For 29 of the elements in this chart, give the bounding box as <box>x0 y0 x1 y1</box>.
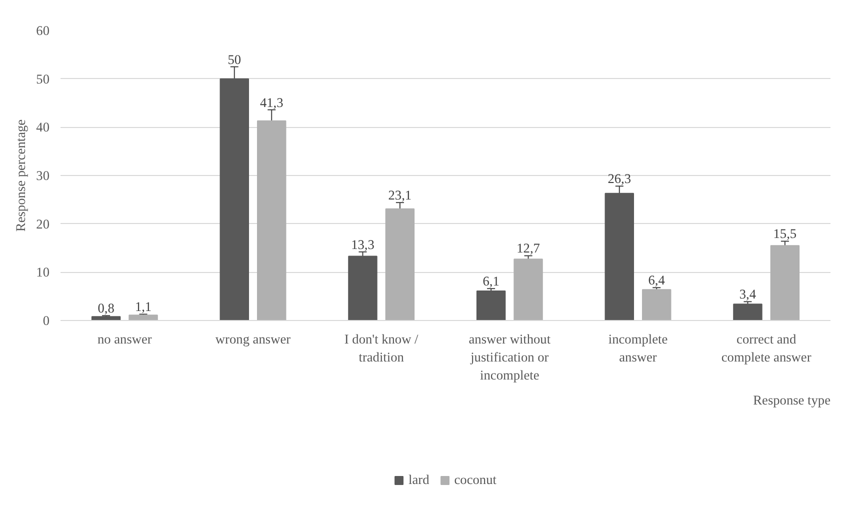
y-axis-title: Response percentage <box>13 119 28 232</box>
data-label: 41,3 <box>260 94 284 110</box>
data-label: 50 <box>228 52 242 67</box>
y-tick-label: 10 <box>36 264 50 280</box>
data-label: 6,1 <box>482 274 500 289</box>
data-label: 3,4 <box>739 286 756 302</box>
legend-label: coconut <box>454 472 496 488</box>
y-tick-label: 0 <box>42 313 50 328</box>
x-tick-label: correct and complete answer <box>721 332 812 364</box>
data-label: 12,7 <box>516 240 540 256</box>
data-label: 6,4 <box>648 272 666 288</box>
x-tick-label: answer without justification or incomplete <box>468 332 551 382</box>
x-tick-label: wrong answer <box>215 332 292 346</box>
y-tick-label: 30 <box>36 168 50 183</box>
y-tick-label: 20 <box>36 216 50 232</box>
x-tick-label: I don't know / tradition <box>344 332 419 364</box>
data-label: 1,1 <box>134 299 152 314</box>
x-axis-title: Response type <box>753 392 831 408</box>
x-tick-label: incomplete answer <box>608 332 668 364</box>
data-label: 23,1 <box>388 188 412 203</box>
legend-label: lard <box>408 472 430 488</box>
y-tick-label: 40 <box>36 120 50 135</box>
data-label: 0,8 <box>98 300 115 316</box>
y-tick-label: 60 <box>36 23 50 38</box>
data-label: 26,3 <box>608 171 632 186</box>
x-tick-label: no answer <box>97 332 152 346</box>
y-tick-label: 50 <box>36 71 50 86</box>
data-label: 13,3 <box>351 236 375 252</box>
data-label: 15,5 <box>773 226 797 242</box>
